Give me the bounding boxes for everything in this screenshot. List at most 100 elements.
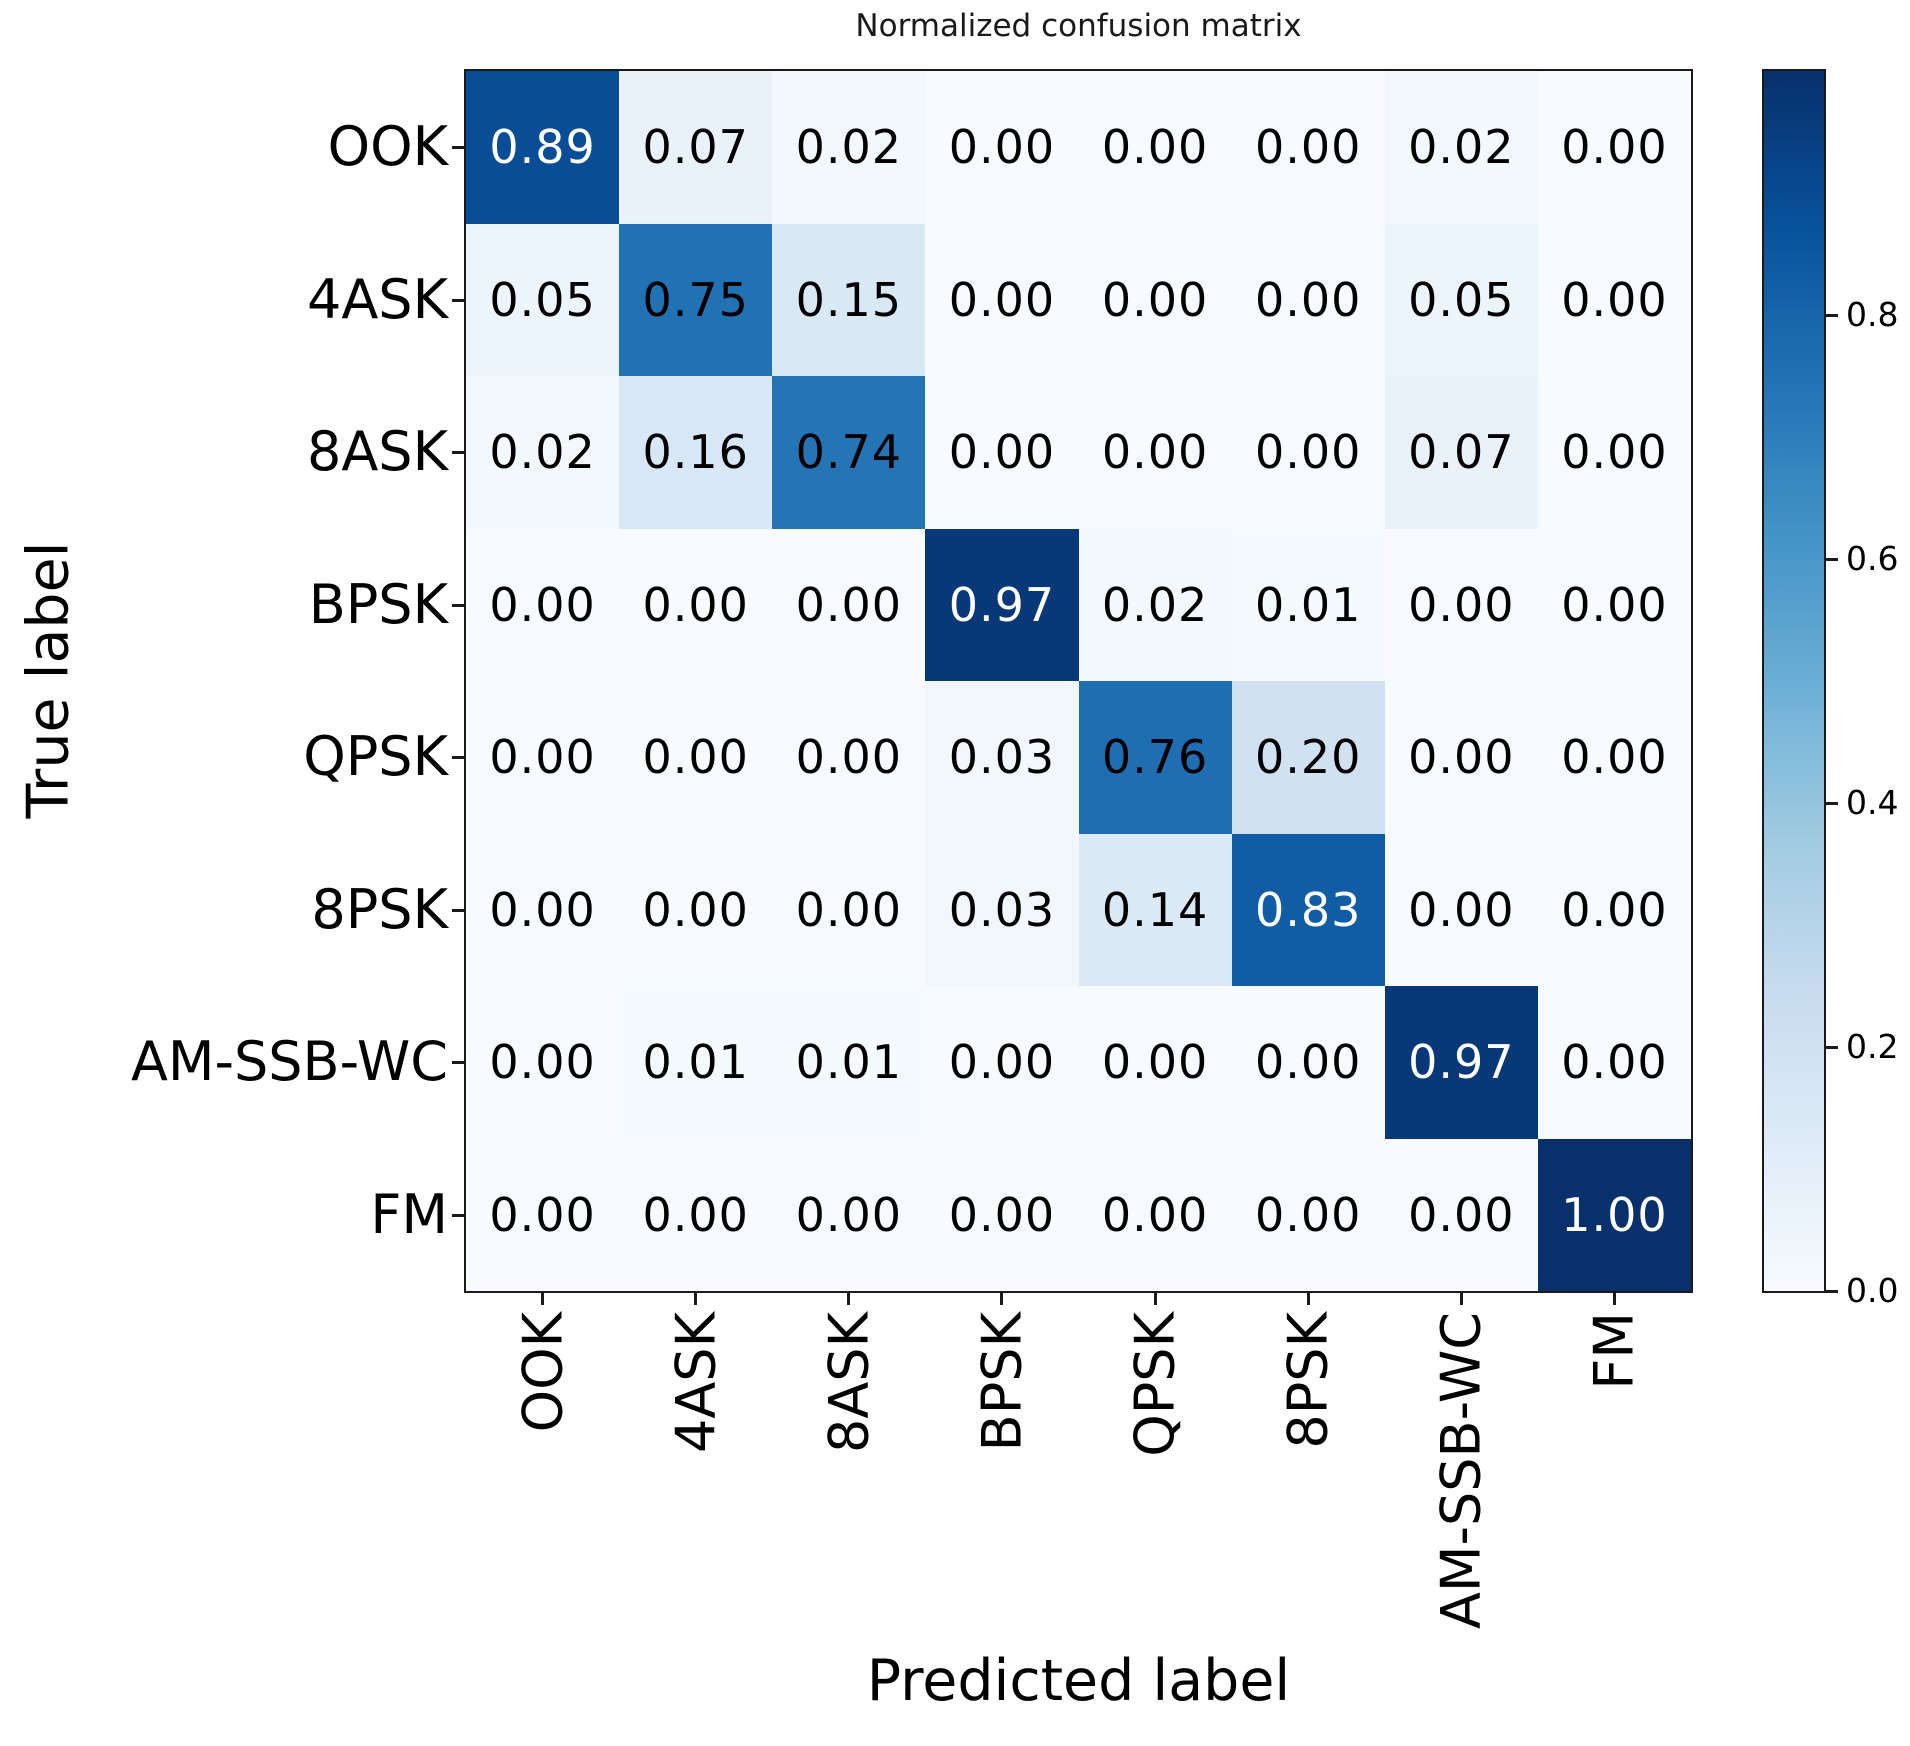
colorbar [1762, 69, 1826, 1293]
y-tick-mark [452, 1213, 464, 1217]
matrix-cell-4ASK-8PSK: 0.00 [1231, 223, 1385, 376]
matrix-cell-OOK-8PSK: 0.00 [1231, 71, 1385, 224]
x-tick-mark [1306, 1293, 1310, 1305]
matrix-cell-8PSK-BPSK: 0.03 [925, 833, 1079, 986]
y-tick-label-QPSK: QPSK [303, 725, 448, 789]
matrix-cell-OOK-4ASK: 0.07 [619, 71, 773, 224]
matrix-cell-FM-8ASK: 0.00 [772, 1138, 926, 1291]
x-tick-mark [847, 1293, 851, 1305]
x-tick-label-4ASK: 4ASK [663, 1312, 727, 1453]
x-tick-label-OOK: OOK [510, 1312, 574, 1433]
matrix-cell-FM-BPSK: 0.00 [925, 1138, 1079, 1291]
x-tick-label-QPSK: QPSK [1123, 1312, 1187, 1457]
y-tick-label-8PSK: 8PSK [311, 877, 448, 941]
matrix-cell-8PSK-QPSK: 0.14 [1078, 833, 1232, 986]
y-tick-mark [452, 603, 464, 607]
matrix-cell-8PSK-8ASK: 0.00 [772, 833, 926, 986]
x-tick-mark [541, 1293, 545, 1305]
matrix-cell-FM-AM-SSB-WC: 0.00 [1384, 1138, 1538, 1291]
matrix-cell-8PSK-OOK: 0.00 [466, 833, 620, 986]
matrix-cell-AM-SSB-WC-8PSK: 0.00 [1231, 986, 1385, 1139]
matrix-cell-QPSK-BPSK: 0.03 [925, 681, 1079, 834]
matrix-cell-OOK-FM: 0.00 [1537, 71, 1691, 224]
matrix-cell-8PSK-FM: 0.00 [1537, 833, 1691, 986]
matrix-cell-FM-8PSK: 0.00 [1231, 1138, 1385, 1291]
matrix-cell-AM-SSB-WC-OOK: 0.00 [466, 986, 620, 1139]
matrix-cell-OOK-OOK: 0.89 [466, 71, 620, 224]
colorbar-tick-mark [1826, 1045, 1838, 1049]
matrix-cell-AM-SSB-WC-8ASK: 0.01 [772, 986, 926, 1139]
matrix-cell-8PSK-8PSK: 0.83 [1231, 833, 1385, 986]
matrix-cell-FM-FM: 1.00 [1537, 1138, 1691, 1291]
y-tick-label-BPSK: BPSK [308, 572, 448, 636]
colorbar-tick-mark [1826, 557, 1838, 561]
y-tick-label-FM: FM [370, 1182, 448, 1246]
matrix-cell-OOK-AM-SSB-WC: 0.02 [1384, 71, 1538, 224]
matrix-cell-4ASK-8ASK: 0.15 [772, 223, 926, 376]
y-tick-mark [452, 298, 464, 302]
y-tick-mark [452, 908, 464, 912]
x-tick-mark [1459, 1293, 1463, 1305]
matrix-cell-8ASK-FM: 0.00 [1537, 376, 1691, 529]
x-tick-label-8PSK: 8PSK [1276, 1312, 1340, 1449]
matrix-cell-AM-SSB-WC-AM-SSB-WC: 0.97 [1384, 986, 1538, 1139]
colorbar-tick-label-0.6: 0.6 [1846, 539, 1899, 578]
matrix-cell-4ASK-QPSK: 0.00 [1078, 223, 1232, 376]
matrix-cell-8ASK-8PSK: 0.00 [1231, 376, 1385, 529]
colorbar-tick-label-0.0: 0.0 [1846, 1271, 1899, 1310]
matrix-cell-BPSK-OOK: 0.00 [466, 528, 620, 681]
matrix-cell-QPSK-OOK: 0.00 [466, 681, 620, 834]
matrix-cell-AM-SSB-WC-QPSK: 0.00 [1078, 986, 1232, 1139]
y-tick-label-4ASK: 4ASK [307, 267, 448, 331]
matrix-cell-FM-4ASK: 0.00 [619, 1138, 773, 1291]
heatmap-grid: 0.89 0.07 0.02 0.00 0.00 0.00 0.02 0.00 0.05 0.75… [464, 69, 1693, 1293]
y-tick-mark [452, 146, 464, 150]
matrix-cell-BPSK-8PSK: 0.01 [1231, 528, 1385, 681]
y-tick-mark [452, 756, 464, 760]
matrix-cell-AM-SSB-WC-FM: 0.00 [1537, 986, 1691, 1139]
matrix-cell-8ASK-4ASK: 0.16 [619, 376, 773, 529]
x-tick-label-8ASK: 8ASK [817, 1312, 881, 1453]
matrix-cell-4ASK-OOK: 0.05 [466, 223, 620, 376]
matrix-cell-BPSK-FM: 0.00 [1537, 528, 1691, 681]
colorbar-tick-mark [1826, 1289, 1838, 1293]
x-tick-mark [1000, 1293, 1004, 1305]
colorbar-tick-mark [1826, 801, 1838, 805]
x-tick-label-FM: FM [1582, 1312, 1646, 1390]
matrix-cell-BPSK-AM-SSB-WC: 0.00 [1384, 528, 1538, 681]
x-tick-label-AM-SSB-WC: AM-SSB-WC [1429, 1312, 1493, 1630]
matrix-cell-QPSK-AM-SSB-WC: 0.00 [1384, 681, 1538, 834]
x-tick-mark [1612, 1293, 1616, 1305]
colorbar-tick-mark [1826, 313, 1838, 317]
y-tick-mark [452, 1061, 464, 1065]
y-tick-label-OOK: OOK [327, 115, 448, 179]
y-tick-label-AM-SSB-WC: AM-SSB-WC [130, 1030, 448, 1094]
colorbar-tick-label-0.4: 0.4 [1846, 783, 1899, 822]
matrix-cell-BPSK-4ASK: 0.00 [619, 528, 773, 681]
matrix-cell-8ASK-QPSK: 0.00 [1078, 376, 1232, 529]
matrix-cell-8ASK-8ASK: 0.74 [772, 376, 926, 529]
matrix-cell-BPSK-BPSK: 0.97 [925, 528, 1079, 681]
matrix-cell-QPSK-QPSK: 0.76 [1078, 681, 1232, 834]
chart-title: Normalized confusion matrix [855, 8, 1302, 44]
matrix-cell-4ASK-AM-SSB-WC: 0.05 [1384, 223, 1538, 376]
y-tick-mark [452, 451, 464, 455]
y-tick-label-8ASK: 8ASK [307, 420, 448, 484]
matrix-cell-8PSK-4ASK: 0.00 [619, 833, 773, 986]
matrix-cell-4ASK-BPSK: 0.00 [925, 223, 1079, 376]
matrix-cell-4ASK-4ASK: 0.75 [619, 223, 773, 376]
matrix-cell-QPSK-FM: 0.00 [1537, 681, 1691, 834]
matrix-cell-QPSK-4ASK: 0.00 [619, 681, 773, 834]
x-axis-label: Predicted label [866, 1648, 1291, 1714]
x-tick-label-BPSK: BPSK [970, 1312, 1034, 1452]
matrix-cell-8ASK-OOK: 0.02 [466, 376, 620, 529]
matrix-cell-8ASK-BPSK: 0.00 [925, 376, 1079, 529]
matrix-cell-FM-OOK: 0.00 [466, 1138, 620, 1291]
matrix-cell-OOK-8ASK: 0.02 [772, 71, 926, 224]
matrix-cell-AM-SSB-WC-4ASK: 0.01 [619, 986, 773, 1139]
x-tick-mark [694, 1293, 698, 1305]
matrix-cell-QPSK-8ASK: 0.00 [772, 681, 926, 834]
x-tick-mark [1153, 1293, 1157, 1305]
matrix-cell-8PSK-AM-SSB-WC: 0.00 [1384, 833, 1538, 986]
matrix-cell-4ASK-FM: 0.00 [1537, 223, 1691, 376]
